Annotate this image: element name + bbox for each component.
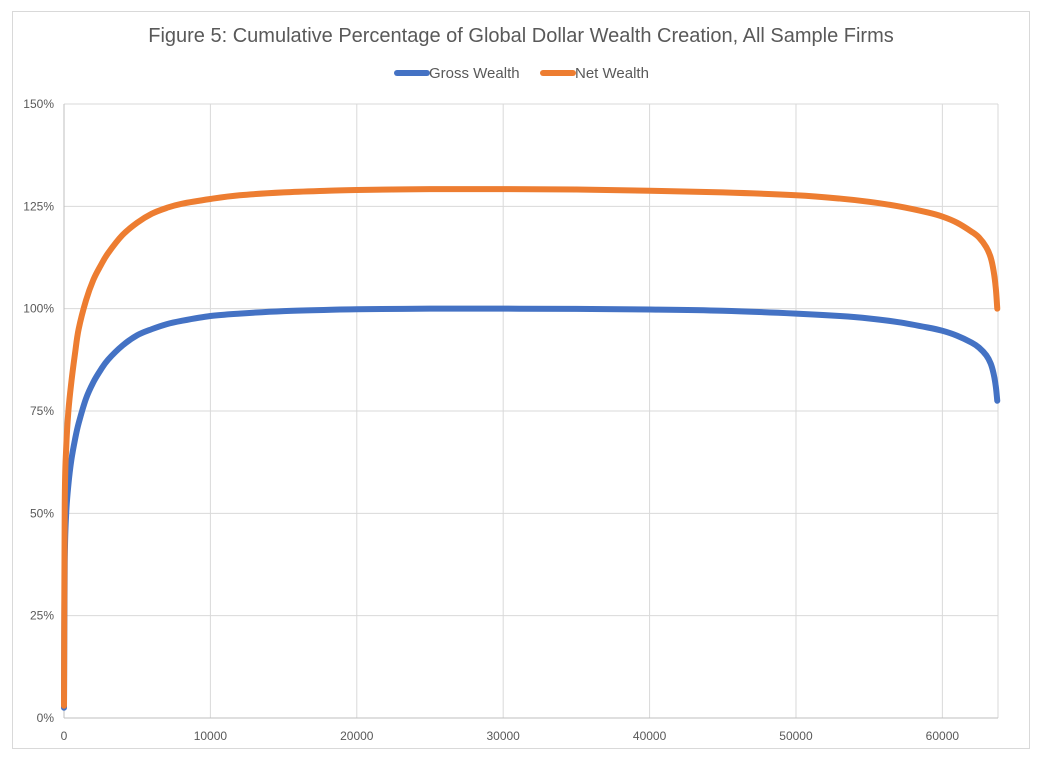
y-tick-label: 100% (23, 302, 54, 316)
x-tick-label: 20000 (340, 729, 374, 743)
y-tick-label: 0% (37, 711, 55, 725)
legend: Gross Wealth Net Wealth (394, 65, 649, 82)
x-tick-label: 0 (61, 729, 68, 743)
legend-label-net: Net Wealth (575, 65, 649, 82)
x-tick-label: 60000 (926, 729, 960, 743)
x-tick-label: 40000 (633, 729, 667, 743)
y-tick-label: 25% (30, 609, 54, 623)
y-tick-label: 50% (30, 506, 54, 520)
grid (64, 103, 999, 718)
x-tick-label: 30000 (486, 729, 520, 743)
y-tick-label: 150% (23, 97, 54, 111)
series-line-gross-wealth (61, 305, 1001, 711)
series-lines (61, 186, 1001, 711)
series-line-net-wealth (61, 186, 1001, 709)
x-tick-label: 50000 (779, 729, 813, 743)
y-tick-label: 125% (23, 199, 54, 213)
y-tick-label: 75% (30, 404, 54, 418)
legend-label-gross: Gross Wealth (429, 65, 520, 82)
x-tick-label: 10000 (194, 729, 228, 743)
tick-labels: 0% 25% 50% 75% 100% 125% 150% 0 10000 20000 30000 4… (23, 97, 959, 743)
chart-title: Figure 5: Cumulative Percentage of Globa… (148, 25, 894, 47)
chart-frame (12, 11, 1030, 749)
